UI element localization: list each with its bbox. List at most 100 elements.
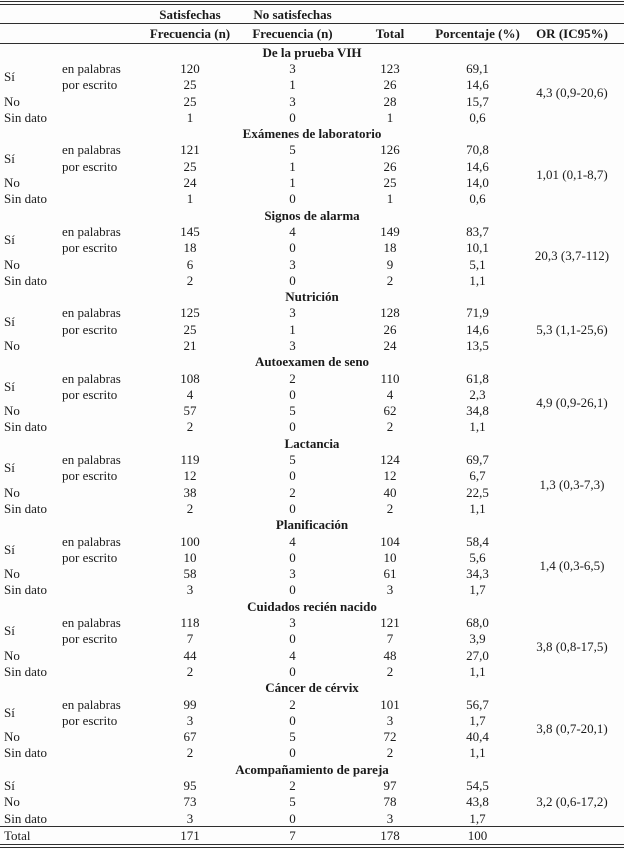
table-top-rule	[0, 1, 624, 5]
section-title: Cuidados recién nacido	[247, 598, 377, 614]
no-satisfechas-value: 1	[289, 158, 296, 174]
table-row: No 38 2 40 22,5	[0, 484, 624, 500]
table-row: por escrito 25 1 26 14,6	[0, 77, 624, 93]
table-footer: Total 171 7 178 100	[0, 826, 624, 845]
total-value: 4	[386, 386, 394, 402]
table-row: Sí 95 2 97 54,5 3,2 (0,6-17,2)	[0, 777, 624, 808]
total-value: 25	[383, 175, 397, 191]
section-row: Cuidados recién nacido	[0, 598, 624, 614]
porcentaje-value: 58,4	[466, 533, 489, 549]
total-no-satisfechas-value: 7	[240, 826, 345, 845]
table-header: Satisfechas No satisfechas Frecuencia (n…	[0, 5, 624, 44]
no-satisfechas-value: 2	[289, 696, 296, 712]
porcentaje-value: 1,7	[469, 582, 486, 598]
satisfechas-value: 38	[183, 484, 197, 500]
row-sublabel: por escrito	[62, 158, 118, 174]
total-value: 101	[380, 696, 400, 712]
row-sublabel: en palabras	[62, 223, 121, 239]
satisfechas-value: 57	[183, 403, 197, 419]
header-frecuencia-satisfechas: Frecuencia (n)	[140, 23, 240, 44]
row-label: No	[4, 484, 20, 500]
no-satisfechas-value: 2	[289, 778, 296, 793]
or-value: 20,3 (3,7-112)	[534, 248, 610, 264]
total-or-spacer	[520, 826, 624, 845]
total-value: 128	[380, 305, 400, 321]
table-row: por escrito 4 0 4 2,3	[0, 386, 624, 402]
porcentaje-value: 15,7	[466, 93, 489, 109]
porcentaje-value: 14,6	[466, 158, 489, 174]
satisfechas-value: 67	[183, 729, 197, 745]
row-label: No	[4, 794, 20, 810]
porcentaje-value: 14,6	[466, 321, 489, 337]
row-label: Sí	[4, 313, 15, 329]
row-label: No	[4, 337, 20, 353]
table-row: No 57 5 62 34,8	[0, 403, 624, 419]
no-satisfechas-value: 0	[289, 549, 296, 565]
row-label: Sin dato	[4, 500, 47, 516]
porcentaje-value: 61,8	[466, 370, 489, 386]
row-sublabel	[58, 93, 140, 109]
satisfechas-value: 95	[183, 778, 197, 793]
row-label: Sin dato	[4, 191, 47, 207]
row-sublabel: por escrito	[62, 77, 118, 93]
satisfechas-value: 25	[183, 158, 197, 174]
row-sublabel: en palabras	[62, 305, 121, 321]
porcentaje-value: 10,1	[466, 240, 489, 256]
satisfechas-value: 2	[186, 500, 194, 516]
porcentaje-value: 5,1	[469, 256, 486, 272]
row-sublabel	[58, 419, 140, 435]
table-row: Sin dato 3 0 3 1,7	[0, 582, 624, 598]
row-sublabel	[58, 728, 140, 744]
row-sublabel: en palabras	[62, 696, 121, 712]
total-value: 61	[383, 566, 397, 582]
row-sublabel	[58, 794, 140, 810]
total-value: 12	[383, 468, 397, 484]
satisfechas-value: 2	[186, 745, 194, 761]
row-label: Sí	[4, 541, 15, 557]
section-title: Signos de alarma	[264, 207, 360, 223]
no-satisfechas-value: 0	[289, 272, 296, 288]
total-value: 104	[380, 533, 400, 549]
row-sublabel: por escrito	[62, 468, 118, 484]
row-sublabel	[58, 256, 140, 272]
satisfechas-value: 7	[186, 631, 194, 647]
table-row: por escrito 7 0 7 3,9	[0, 631, 624, 647]
porcentaje-value: 68,0	[466, 615, 489, 631]
total-value: 24	[383, 337, 397, 353]
row-sublabel	[58, 582, 140, 598]
table-row: Sí en palabras 145 4 149 83,7 20,3 (3,7-112)	[0, 223, 624, 263]
total-value: 126	[380, 142, 400, 158]
row-label: Sí	[4, 69, 15, 85]
porcentaje-value: 1,1	[469, 663, 486, 679]
no-satisfechas-value: 3	[289, 337, 296, 353]
table-row: Sin dato 1 0 1 0,6	[0, 109, 624, 125]
or-value: 4,9 (0,9-26,1)	[536, 395, 608, 411]
table-row: No 44 4 48 27,0	[0, 647, 624, 663]
row-sublabel: por escrito	[62, 549, 118, 565]
row-label: Sin dato	[4, 109, 47, 125]
or-value: 5,3 (1,1-25,6)	[536, 321, 608, 337]
row-sublabel	[58, 109, 140, 125]
section-title: Nutrición	[285, 289, 339, 305]
header-columns-row: Frecuencia (n) Frecuencia (n) Total Porc…	[0, 23, 624, 44]
row-sublabel: por escrito	[62, 631, 118, 647]
table-row: Sí en palabras 121 5 126 70,8 1,01 (0,1-8,7)	[0, 142, 624, 181]
no-satisfechas-value: 5	[289, 794, 296, 810]
total-row-label: Total	[0, 826, 58, 845]
section-row: Autoexamen de seno	[0, 354, 624, 370]
satisfechas-value: 1	[186, 109, 194, 125]
section-row: Cáncer de cérvix	[0, 680, 624, 696]
satisfechas-value: 2	[186, 663, 194, 679]
section-title: Acompañamiento de pareja	[235, 761, 389, 777]
satisfechas-value: 25	[183, 77, 197, 93]
row-label: No	[4, 93, 20, 109]
row-label: Sin dato	[4, 419, 47, 435]
porcentaje-value: 1,1	[469, 272, 486, 288]
porcentaje-value: 2,3	[469, 386, 486, 402]
header-porcentaje: Porcentaje (%)	[435, 23, 520, 44]
row-label: Sin dato	[4, 582, 47, 598]
total-value: 78	[383, 794, 397, 810]
row-label: Sí	[4, 704, 15, 720]
row-label: Sí	[4, 778, 15, 793]
porcentaje-value: 1,7	[469, 810, 486, 826]
